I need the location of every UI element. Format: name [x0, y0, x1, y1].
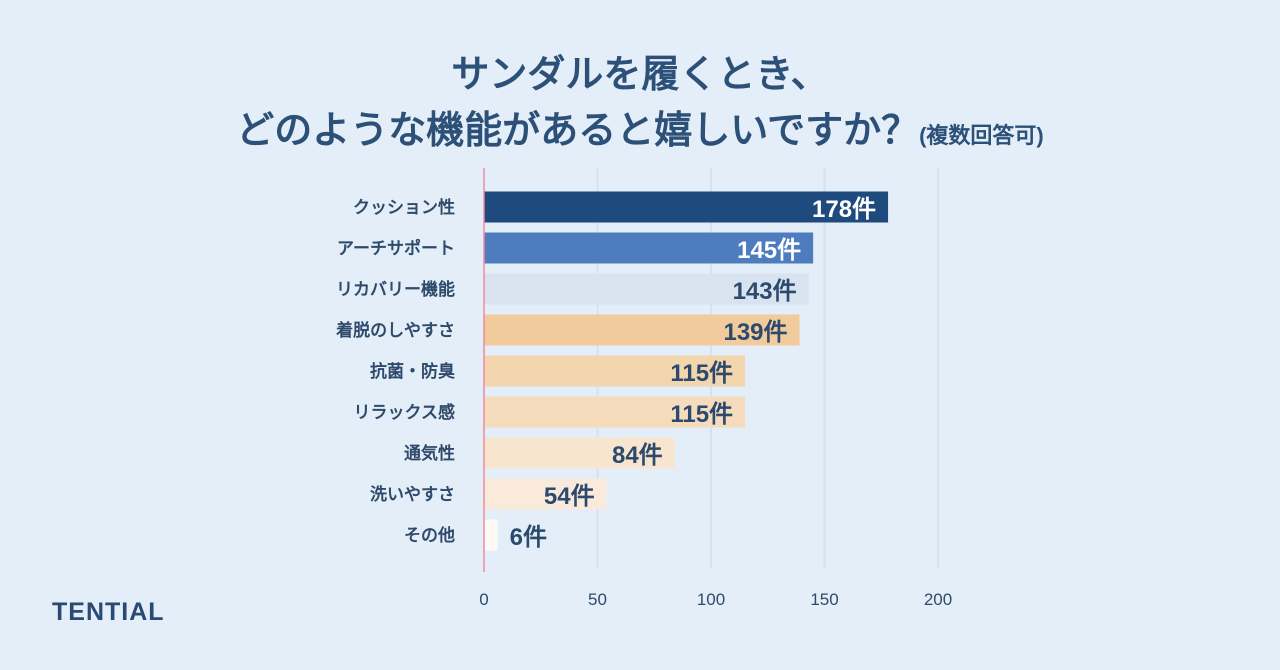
category-label: 着脱のしやすさ [335, 320, 455, 340]
category-label: クッション性 [353, 197, 455, 217]
value-label: 178件 [812, 196, 876, 223]
brand-logo: TENTIAL [52, 598, 165, 626]
value-label: 54件 [544, 483, 595, 510]
value-label: 84件 [612, 442, 663, 469]
bar [484, 396, 746, 428]
value-label: 139件 [723, 319, 787, 346]
x-tick-label: 50 [588, 590, 607, 609]
bar [484, 478, 607, 510]
category-label: リラックス感 [354, 402, 456, 422]
bar [484, 437, 675, 469]
category-label: 抗菌・防臭 [370, 361, 455, 381]
category-label: 洗いやすさ [370, 484, 455, 504]
bar [484, 191, 889, 223]
x-tick-label: 100 [697, 590, 725, 609]
value-label: 115件 [670, 401, 733, 428]
chart-title-line2: どのような機能があると嬉しいですか？(複数回答可) [0, 106, 1280, 161]
value-label: 115件 [670, 360, 733, 387]
bar [484, 519, 498, 551]
x-tick-label: 0 [479, 590, 488, 609]
x-tick-label: 200 [924, 590, 952, 609]
x-tick-label: 150 [810, 590, 838, 609]
category-label: 通気性 [404, 443, 455, 463]
value-label: 145件 [737, 237, 801, 264]
category-label: アーチサポート [337, 238, 455, 258]
bar [484, 355, 746, 387]
chart-title-line1: サンダルを履くとき、 [451, 54, 829, 96]
bar [484, 314, 800, 346]
bar [484, 232, 814, 264]
category-label: リカバリー機能 [336, 279, 455, 299]
chart-title-main: どのような機能があると嬉しいですか？ [236, 110, 920, 152]
chart-title-note: (複数回答可) [919, 123, 1044, 148]
bar [484, 273, 809, 305]
value-label: 143件 [733, 278, 797, 305]
category-label: その他 [404, 525, 455, 545]
value-label: 6件 [510, 524, 547, 551]
